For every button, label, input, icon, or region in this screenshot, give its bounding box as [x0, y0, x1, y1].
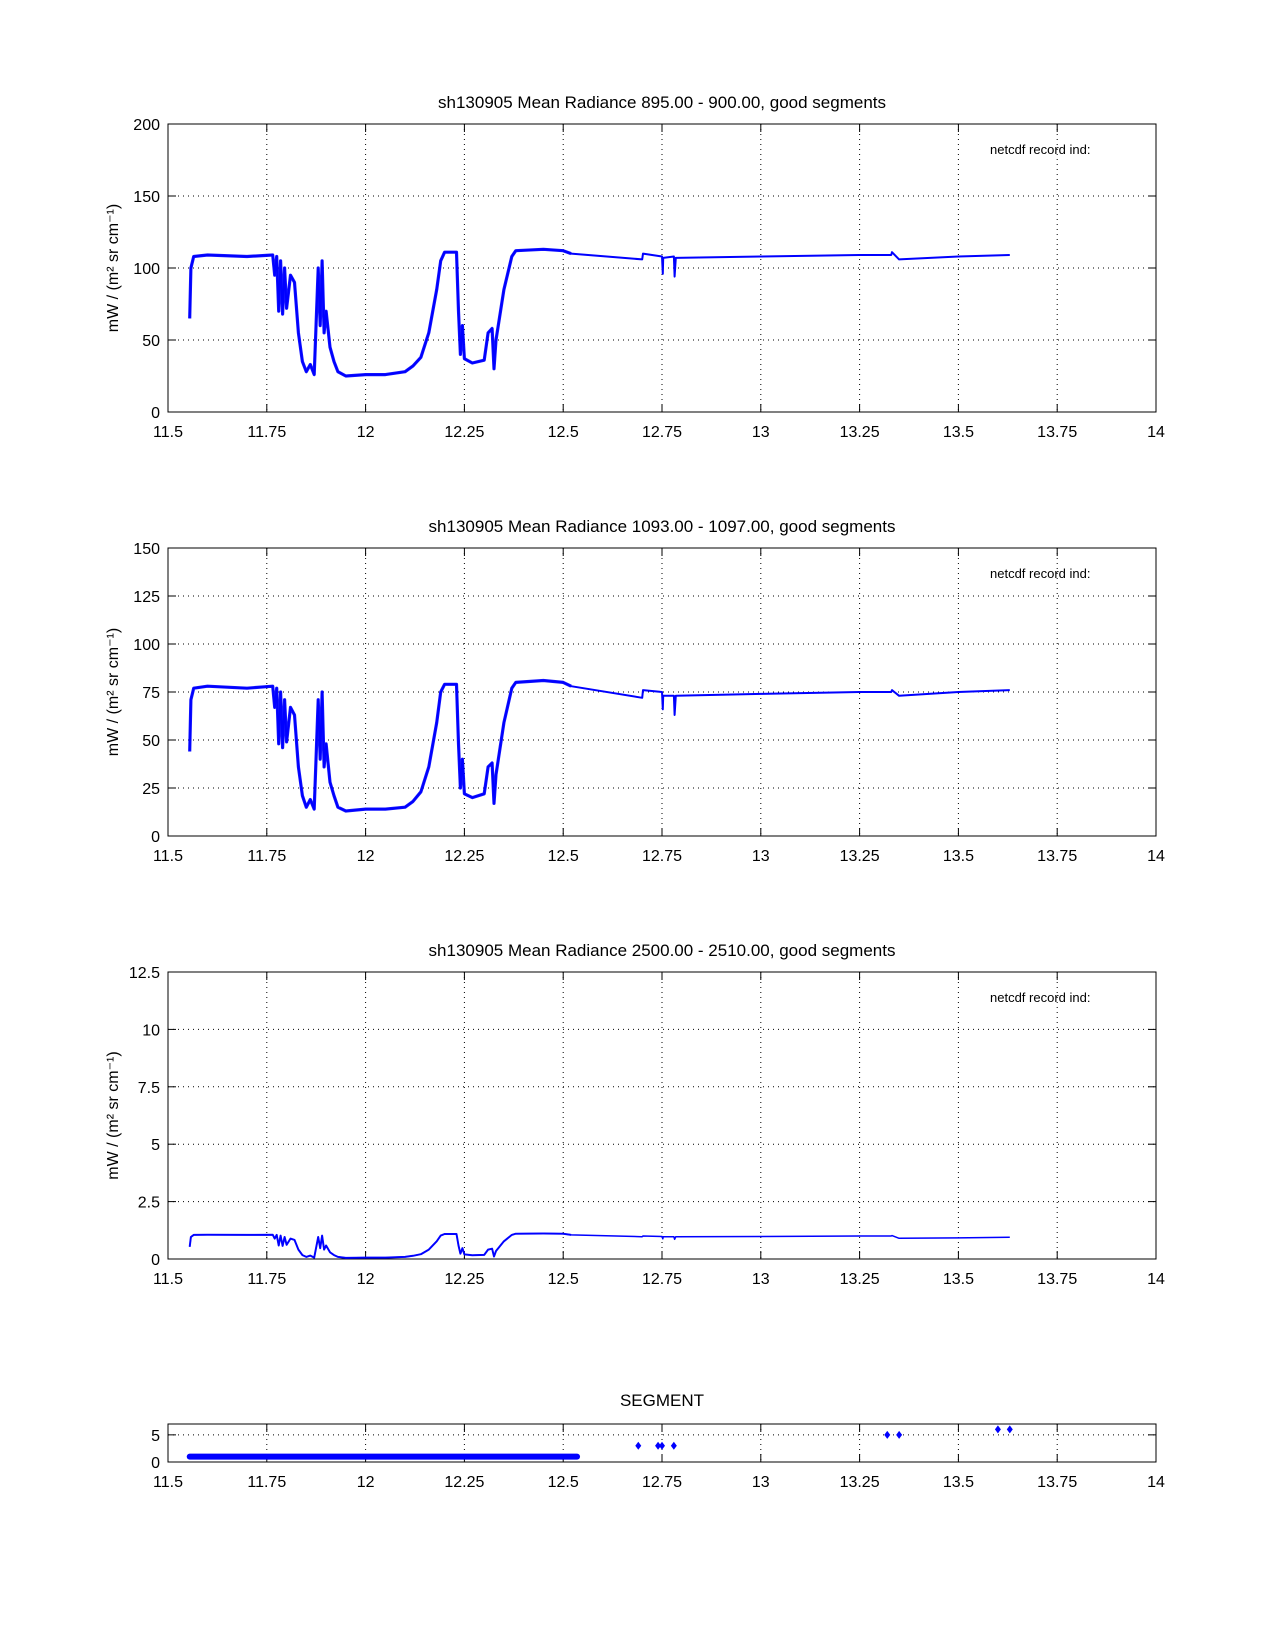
y-tick-label: 7.5	[138, 1080, 160, 1097]
x-tick-label: 14	[1147, 424, 1165, 441]
x-tick-label: 13.25	[840, 1271, 880, 1288]
chart-title: SEGMENT	[620, 1391, 704, 1410]
y-tick-label: 150	[133, 541, 160, 558]
x-tick-label: 14	[1147, 1271, 1165, 1288]
chart-title: sh130905 Mean Radiance 2500.00 - 2510.00…	[429, 941, 896, 960]
x-tick-label: 13.25	[840, 848, 880, 865]
y-tick-label: 5	[151, 1137, 160, 1154]
plot-frame	[167, 971, 1157, 1260]
data-series-line-dense	[188, 1232, 572, 1259]
y-tick-label: 0	[151, 1455, 160, 1472]
segment-point	[896, 1430, 903, 1439]
chart-3: sh130905 Mean Radiance 2500.00 - 2510.00…	[105, 941, 1165, 1288]
y-tick-label: 12.5	[129, 965, 160, 982]
x-tick-label: 12.5	[548, 424, 579, 441]
y-tick-label: 125	[133, 589, 160, 606]
x-tick-label: 13	[752, 1474, 770, 1491]
y-tick-label: 10	[142, 1022, 160, 1039]
segment-point	[659, 1441, 665, 1450]
chart-4: SEGMENT 11.5 11.75 12 12.25 12.5 12.75 13 13.25 1…	[151, 1391, 1165, 1491]
y-tick-label: 50	[142, 333, 160, 350]
x-tick-label: 13	[752, 1271, 770, 1288]
x-tick-label: 11.75	[247, 848, 286, 865]
x-tick-label: 12	[357, 1474, 375, 1491]
data-series-line-dense	[188, 247, 572, 378]
chart-1: sh130905 Mean Radiance 895.00 - 900.00, …	[105, 93, 1165, 441]
x-tick-label: 11.5	[153, 424, 183, 441]
chart-title: sh130905 Mean Radiance 1093.00 - 1097.00…	[429, 517, 896, 536]
x-tick-label: 13.5	[943, 848, 974, 865]
y-axis-label: mW / (m² sr cm⁻¹)	[105, 204, 122, 332]
y-axis-label: mW / (m² sr cm⁻¹)	[105, 628, 122, 756]
y-tick-label: 0	[151, 405, 160, 422]
x-tick-label: 12.5	[548, 1474, 579, 1491]
x-tick-label: 12.5	[548, 1271, 579, 1288]
x-tick-label: 12.25	[444, 1271, 484, 1288]
segment-point	[1006, 1425, 1013, 1434]
y-tick-label: 50	[142, 733, 160, 750]
x-tick-label: 12.25	[444, 424, 484, 441]
segment-point	[670, 1441, 677, 1450]
x-tick-label: 11.5	[153, 1271, 183, 1288]
y-axis-label: mW / (m² sr cm⁻¹)	[105, 1051, 122, 1179]
annotation-label: netcdf record ind:	[990, 990, 1090, 1005]
data-series-line	[188, 679, 1010, 812]
x-tick-label: 13	[752, 848, 770, 865]
plot-frame	[167, 1423, 1157, 1463]
x-tick-label: 13.75	[1037, 1271, 1077, 1288]
x-tick-label: 12.75	[642, 1474, 682, 1491]
x-tick-label: 12.5	[548, 848, 579, 865]
x-tick-label: 13.5	[943, 1474, 974, 1491]
data-series-line-dense	[188, 678, 572, 813]
x-tick-label: 13	[752, 424, 770, 441]
x-tick-label: 13.25	[840, 424, 880, 441]
y-tick-label: 0	[151, 829, 160, 846]
plot-frame	[167, 123, 1157, 413]
x-tick-label: 11.5	[153, 848, 183, 865]
x-tick-label: 13.25	[840, 1474, 880, 1491]
x-tick-label: 13.75	[1037, 424, 1077, 441]
y-tick-label: 2.5	[138, 1195, 160, 1212]
data-series-line	[188, 1232, 1010, 1259]
y-tick-label: 100	[133, 261, 160, 278]
chart-2: sh130905 Mean Radiance 1093.00 - 1097.00…	[105, 517, 1165, 865]
x-tick-label: 12.25	[444, 1474, 484, 1491]
y-tick-label: 100	[133, 637, 160, 654]
x-tick-label: 11.75	[247, 424, 286, 441]
y-tick-label: 150	[133, 189, 160, 206]
x-tick-label: 14	[1147, 848, 1165, 865]
x-tick-label: 12	[357, 848, 375, 865]
x-tick-label: 11.5	[153, 1474, 183, 1491]
y-tick-label: 75	[142, 685, 160, 702]
x-tick-label: 14	[1147, 1474, 1165, 1491]
data-series-line	[188, 248, 1010, 377]
x-tick-label: 13.5	[943, 1271, 974, 1288]
segment-point	[635, 1441, 642, 1450]
x-tick-label: 12.25	[444, 848, 484, 865]
chart-title: sh130905 Mean Radiance 895.00 - 900.00, …	[438, 93, 886, 112]
segment-point	[994, 1425, 1001, 1434]
y-tick-label: 0	[151, 1252, 160, 1269]
y-tick-label: 200	[133, 117, 160, 134]
y-tick-label: 25	[142, 781, 160, 798]
annotation-label: netcdf record ind:	[990, 566, 1090, 581]
x-tick-label: 12	[357, 424, 375, 441]
x-tick-label: 13.75	[1037, 848, 1077, 865]
segment-point	[884, 1430, 891, 1439]
annotation-label: netcdf record ind:	[990, 142, 1090, 157]
x-tick-label: 11.75	[247, 1271, 286, 1288]
x-tick-label: 12.75	[642, 848, 682, 865]
x-tick-label: 11.75	[247, 1474, 286, 1491]
y-tick-label: 5	[151, 1428, 160, 1445]
segment-point	[655, 1441, 662, 1450]
x-tick-label: 12.75	[642, 424, 682, 441]
x-tick-label: 13.75	[1037, 1474, 1077, 1491]
plot-frame	[167, 547, 1157, 837]
x-tick-label: 13.5	[943, 424, 974, 441]
x-tick-label: 12	[357, 1271, 375, 1288]
x-tick-label: 12.75	[642, 1271, 682, 1288]
